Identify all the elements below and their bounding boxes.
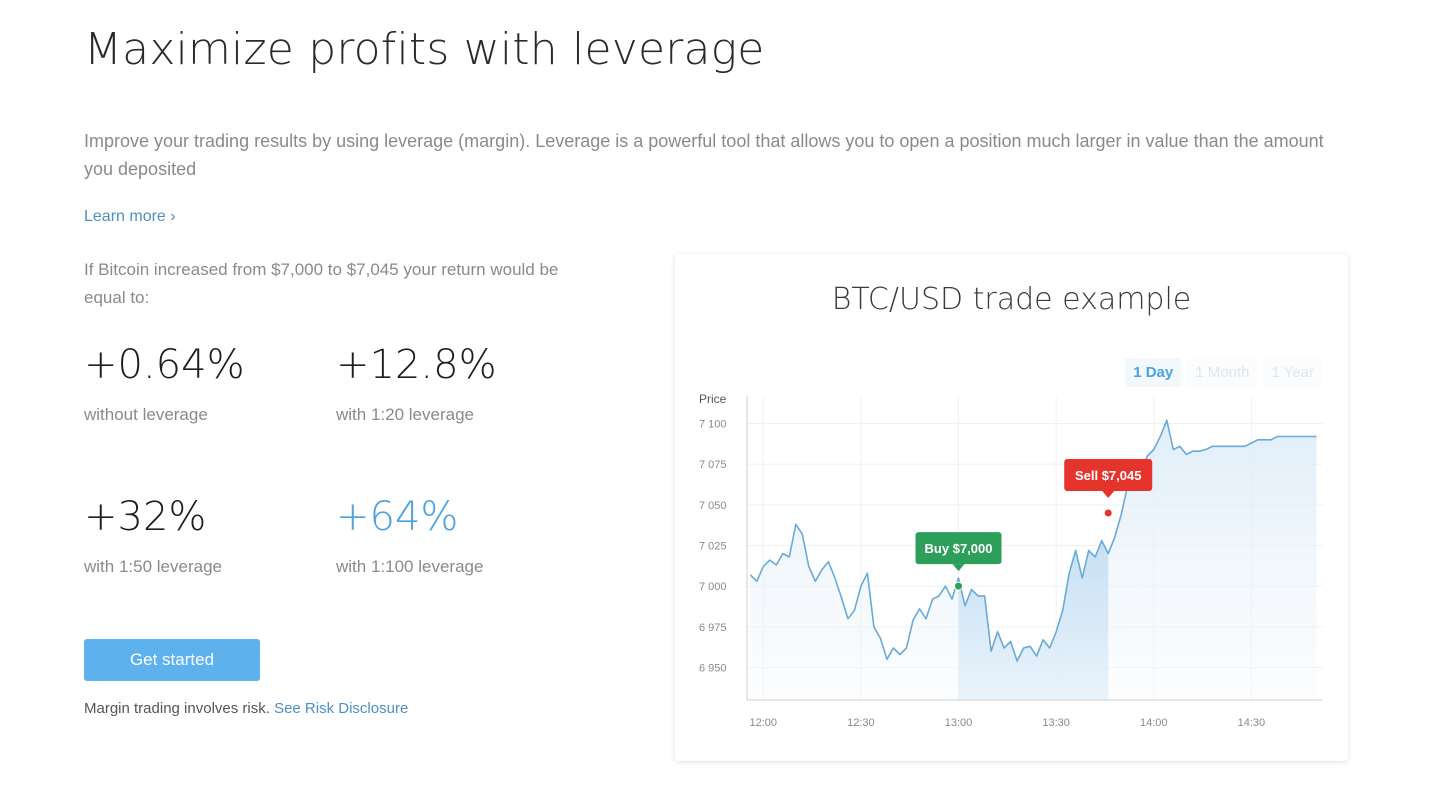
y-tick-label: 7 050: [699, 500, 727, 512]
stat-caption: without leverage: [84, 405, 208, 424]
tab-1-year[interactable]: 1 Year: [1263, 358, 1322, 387]
page-headline: Maximize profits with leverage: [84, 24, 765, 75]
stat-caption: with 1:50 leverage: [84, 557, 222, 576]
intro-paragraph: Improve your trading results by using le…: [84, 131, 1324, 179]
x-tick-label: 14:00: [1140, 717, 1168, 729]
risk-disclaimer: Margin trading involves risk. See Risk D…: [84, 700, 408, 717]
price-line: [749, 419, 1317, 662]
x-tick-label: 12:30: [847, 717, 875, 729]
y-tick-label: 6 950: [699, 662, 727, 674]
x-tick-label: 14:30: [1238, 717, 1266, 729]
price-area: [750, 420, 1317, 700]
chart-card: BTC/USD trade example 1 Day 1 Month 1 Ye…: [675, 254, 1348, 761]
sell-label-box: [1064, 458, 1153, 491]
stat-value: +0.64%: [84, 342, 245, 388]
stat-caption: with 1:20 leverage: [336, 405, 474, 424]
disclaimer-text: Margin trading involves risk.: [84, 700, 275, 717]
get-started-button[interactable]: Get started: [84, 639, 260, 681]
y-tick-label: 7 100: [699, 419, 727, 431]
buy-label-text: Buy $7,000: [925, 541, 993, 556]
y-tick-label: 7 075: [699, 459, 727, 471]
trade-range-highlight: [958, 540, 1109, 700]
risk-disclosure-link[interactable]: See Risk Disclosure: [274, 700, 409, 717]
stat-caption: with 1:100 leverage: [336, 557, 484, 576]
stat-value: +32%: [84, 494, 207, 540]
stat-value: +12.8%: [336, 342, 497, 388]
stat-without-leverage: +0.64% without leverage: [84, 341, 245, 425]
x-tick-label: 12:00: [750, 717, 778, 729]
price-chart: 7 100 7 075 7 050 7 025 7 000 6 975 6 950 12:00…: [699, 392, 1323, 729]
tab-1-day[interactable]: 1 Day: [1125, 358, 1182, 387]
y-tick-label: 7 025: [699, 540, 727, 552]
stat-leverage-1-50: +32% with 1:50 leverage: [84, 493, 222, 577]
stat-value: +64%: [336, 494, 459, 540]
scenario-text: If Bitcoin increased from $7,000 to $7,0…: [84, 260, 559, 307]
y-tick-label: 7 000: [699, 581, 727, 593]
chart-title: BTC/USD trade example: [831, 282, 1192, 317]
stat-leverage-1-100: +64% with 1:100 leverage: [336, 493, 483, 577]
tab-1-month[interactable]: 1 Month: [1187, 358, 1258, 387]
buy-point: [954, 581, 964, 591]
learn-more-link[interactable]: Learn more ›: [84, 208, 176, 225]
sell-point: [1103, 508, 1113, 518]
sell-label-pointer: [1102, 490, 1115, 498]
sell-label-text: Sell $7,045: [1075, 468, 1142, 483]
buy-label-box: [915, 532, 1002, 565]
stat-leverage-1-20: +12.8% with 1:20 leverage: [336, 341, 497, 425]
y-axis-label: Price: [699, 392, 727, 406]
range-tabs: 1 Day 1 Month 1 Year: [1125, 358, 1322, 387]
x-tick-label: 13:30: [1042, 717, 1070, 729]
y-tick-label: 6 975: [699, 622, 727, 634]
x-tick-label: 13:00: [945, 717, 973, 729]
buy-label-pointer: [952, 564, 965, 572]
